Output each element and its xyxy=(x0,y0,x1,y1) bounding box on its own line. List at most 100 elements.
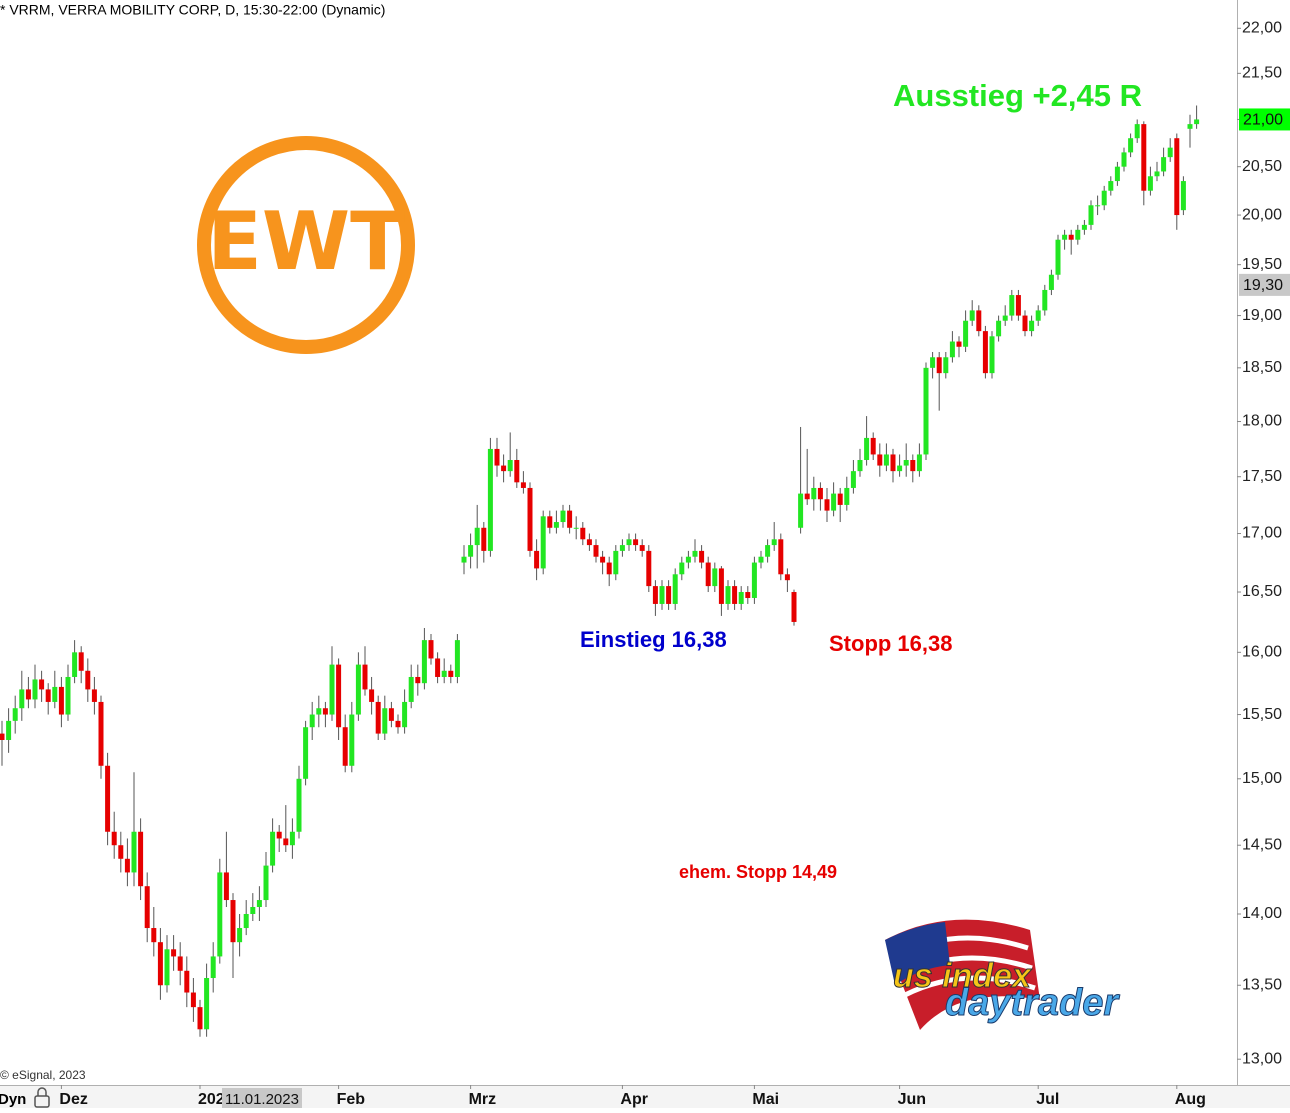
candle-body xyxy=(105,765,111,832)
candle-body xyxy=(593,545,599,557)
x-tick-label: Jun xyxy=(898,1091,926,1108)
candle-body xyxy=(1081,224,1087,230)
candle-body xyxy=(1002,315,1008,321)
candle-body xyxy=(804,493,810,500)
candle-body xyxy=(1035,310,1041,321)
candle-body xyxy=(25,689,31,700)
old-stop-annotation: ehem. Stopp 14,49 xyxy=(679,862,837,882)
candle-body xyxy=(507,460,513,472)
x-tick-label: Mai xyxy=(752,1091,779,1108)
candle-body xyxy=(963,320,969,347)
candle-body xyxy=(421,640,427,684)
candle-body xyxy=(256,900,262,908)
candle-body xyxy=(461,556,467,563)
candle-body xyxy=(1042,289,1048,311)
candle-body xyxy=(98,701,104,766)
candle-body xyxy=(857,460,863,472)
candle-body xyxy=(712,568,718,587)
candle-body xyxy=(560,510,566,523)
y-tick-label: 15,00 xyxy=(1242,770,1282,787)
candle-body xyxy=(936,357,942,374)
candle-body xyxy=(877,454,883,466)
candle-body xyxy=(534,550,540,569)
candle-body xyxy=(263,865,269,901)
candle-body xyxy=(1187,124,1193,129)
candle-body xyxy=(1068,234,1074,240)
candle-body xyxy=(930,357,936,368)
candle-body xyxy=(204,978,210,1030)
candle-body xyxy=(58,686,64,715)
candle-body xyxy=(567,510,573,528)
candle-body xyxy=(362,664,368,690)
candle-body xyxy=(164,949,170,986)
candle-body xyxy=(824,499,830,511)
candle-body xyxy=(197,1007,203,1030)
price-label-bg xyxy=(1239,108,1290,131)
candle-body xyxy=(586,539,592,546)
y-tick-label: 20,00 xyxy=(1242,206,1282,223)
candle-body xyxy=(837,493,843,505)
candle-body xyxy=(32,679,38,700)
candle-body xyxy=(6,720,12,740)
candle-body xyxy=(131,831,137,873)
candle-body xyxy=(1174,138,1180,216)
candle-body xyxy=(388,708,394,721)
candle-body xyxy=(751,562,757,598)
candle-body xyxy=(65,676,71,715)
candle-body xyxy=(230,900,236,943)
candle-body xyxy=(864,437,870,461)
y-tick-label: 19,50 xyxy=(1242,256,1282,273)
candle-body xyxy=(322,708,328,715)
candle-body xyxy=(547,516,553,528)
candle-body xyxy=(672,574,678,604)
candle-body xyxy=(758,556,764,563)
candle-body xyxy=(685,556,691,563)
y-tick-label: 13,50 xyxy=(1242,976,1282,993)
candle-body xyxy=(903,460,909,466)
candle-body xyxy=(382,708,388,734)
price-label-bg xyxy=(1239,273,1290,296)
candle-body xyxy=(190,992,196,1008)
y-tick-label: 17,50 xyxy=(1242,468,1282,485)
candle-body xyxy=(831,493,837,511)
candle-body xyxy=(342,727,348,766)
candle-body xyxy=(771,539,777,546)
candle-body xyxy=(1055,239,1061,275)
candle-body xyxy=(646,550,652,587)
candle-body xyxy=(1141,124,1147,191)
candle-body xyxy=(580,527,586,540)
y-tick-label: 14,00 xyxy=(1242,905,1282,922)
candle-body xyxy=(468,545,474,557)
candle-body xyxy=(725,586,731,604)
candle-body xyxy=(237,928,243,943)
candle-body xyxy=(1101,190,1107,206)
x-tick-label: Feb xyxy=(337,1091,366,1108)
y-tick-label: 14,50 xyxy=(1242,836,1282,853)
candle-body xyxy=(494,448,500,466)
candle-body xyxy=(1134,124,1140,139)
candle-body xyxy=(441,670,447,677)
candle-body xyxy=(303,727,309,779)
candle-body xyxy=(1161,157,1167,172)
chart-title: * VRRM, VERRA MOBILITY CORP, D, 15:30-22… xyxy=(0,2,385,18)
candle-body xyxy=(573,527,579,529)
y-tick-label: 19,00 xyxy=(1242,307,1282,324)
candle-body xyxy=(639,545,645,551)
candle-body xyxy=(223,872,229,901)
candle-body xyxy=(916,454,922,472)
candle-body xyxy=(652,586,658,604)
candle-body xyxy=(718,568,724,604)
candle-body xyxy=(454,640,460,677)
candle-body xyxy=(45,689,51,702)
candle-body xyxy=(1029,320,1035,332)
candle-body xyxy=(765,545,771,557)
candle-body xyxy=(705,562,711,587)
candle-body xyxy=(118,845,124,859)
candle-body xyxy=(553,522,559,528)
candle-body xyxy=(283,838,289,846)
candle-body xyxy=(527,487,533,551)
candle-body xyxy=(606,562,612,575)
x-tick-label: Mrz xyxy=(469,1091,497,1108)
candle-body xyxy=(435,658,441,677)
candle-body xyxy=(85,670,91,690)
